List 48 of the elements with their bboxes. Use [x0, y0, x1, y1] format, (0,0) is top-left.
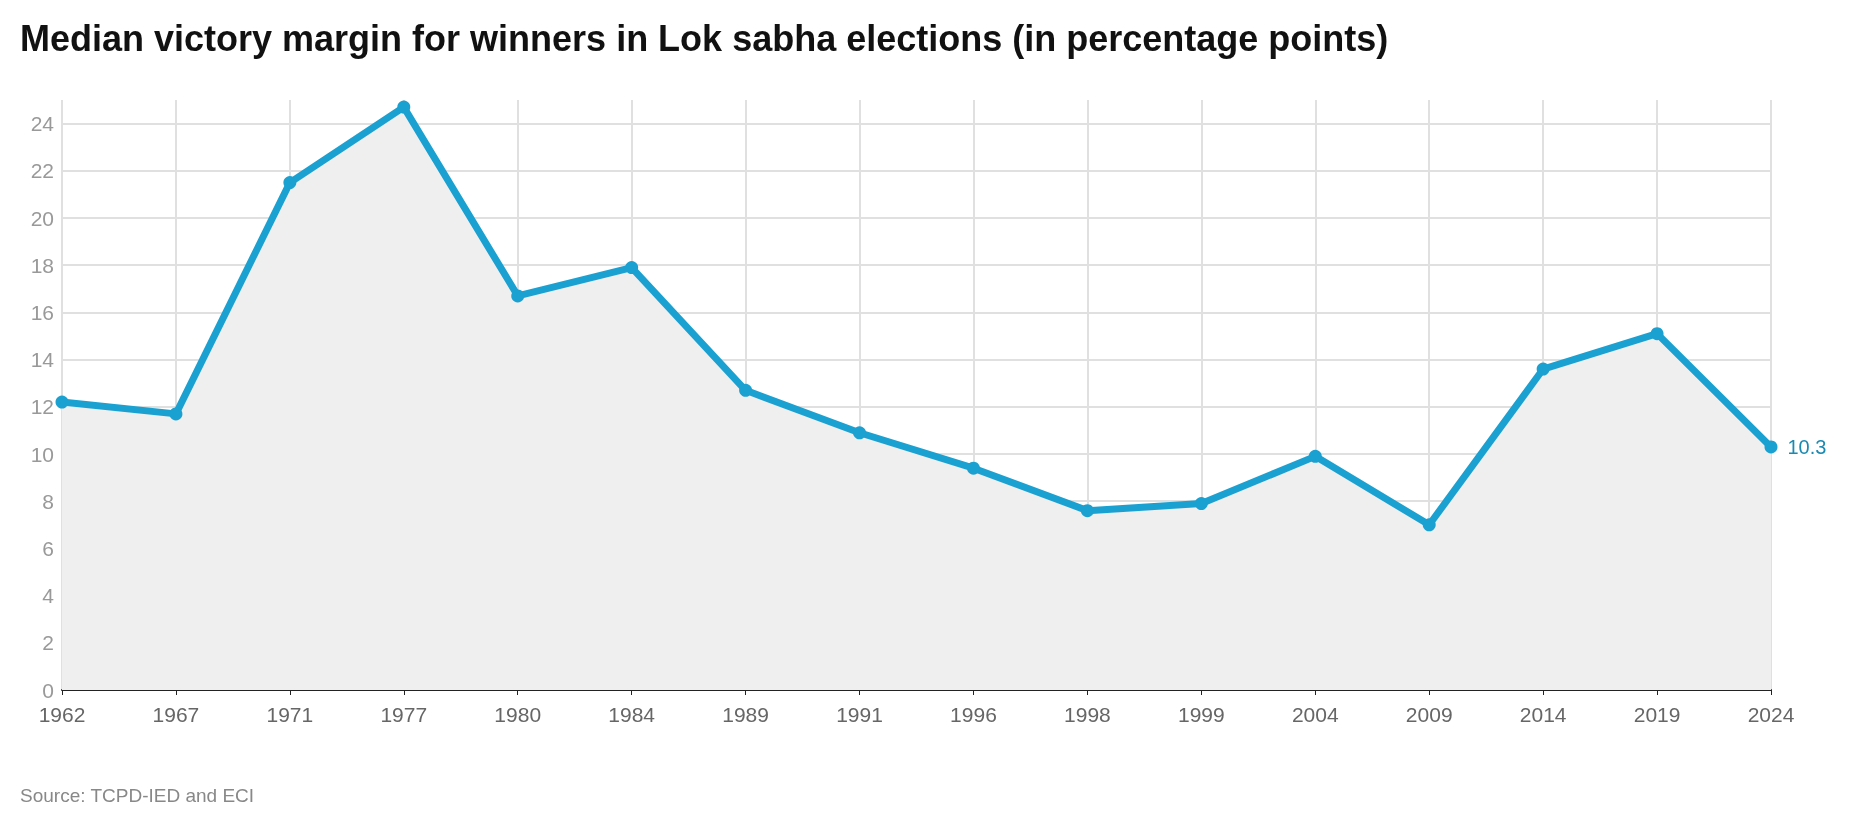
- x-tick-label: 2014: [1519, 703, 1567, 726]
- y-tick-label: 8: [42, 489, 54, 513]
- x-tick-label: 1977: [380, 703, 428, 726]
- y-tick-label: 0: [42, 678, 54, 702]
- x-tick-label: 1984: [608, 703, 656, 726]
- point: [625, 261, 639, 275]
- point: [511, 289, 525, 303]
- x-tick-label: 1996: [950, 703, 997, 726]
- point: [966, 461, 980, 475]
- y-tick-label: 14: [30, 348, 55, 372]
- y-tick-label: 2: [42, 631, 54, 655]
- y-tick-label: 22: [30, 159, 54, 183]
- point: [55, 395, 69, 409]
- point: [1536, 362, 1550, 376]
- point: [1422, 518, 1436, 532]
- x-tick-label: 1989: [722, 703, 769, 726]
- y-tick-label: 4: [42, 584, 55, 608]
- x-tick-label: 1998: [1064, 703, 1111, 726]
- y-tick-label: 6: [42, 536, 54, 560]
- point: [1194, 497, 1208, 511]
- data-label: 10.3: [1787, 435, 1827, 458]
- point: [1764, 440, 1778, 454]
- x-tick-label: 1962: [38, 703, 86, 726]
- y-tick-label: 16: [30, 300, 54, 324]
- source-note: Source: TCPD-IED and ECI: [20, 785, 255, 807]
- y-tick-label: 18: [30, 253, 54, 277]
- x-tick-label: 1991: [836, 703, 883, 726]
- chart-title: Median victory margin for winners in Lok sabha elections (in percentage points): [20, 18, 1389, 60]
- x-tick-label: 2004: [1291, 703, 1339, 726]
- y-tick-label: 12: [30, 395, 54, 419]
- x-tick-label: 2024: [1747, 703, 1795, 726]
- point: [1308, 449, 1322, 463]
- point: [397, 100, 411, 114]
- y-tick-label: 24: [30, 112, 55, 136]
- point: [739, 383, 753, 397]
- point: [1650, 327, 1664, 341]
- x-tick-label: 1967: [152, 703, 200, 726]
- point: [283, 176, 297, 190]
- point: [1080, 504, 1094, 518]
- y-tick-label: 10: [30, 442, 54, 466]
- x-tick-label: 1971: [266, 703, 314, 726]
- point: [853, 426, 867, 440]
- x-tick-label: 1999: [1177, 703, 1225, 726]
- x-tick-label: 1980: [494, 703, 542, 726]
- y-tick-label: 20: [30, 206, 54, 230]
- point: [169, 407, 183, 421]
- x-tick-label: 2009: [1405, 703, 1453, 726]
- x-tick-label: 2019: [1633, 703, 1681, 726]
